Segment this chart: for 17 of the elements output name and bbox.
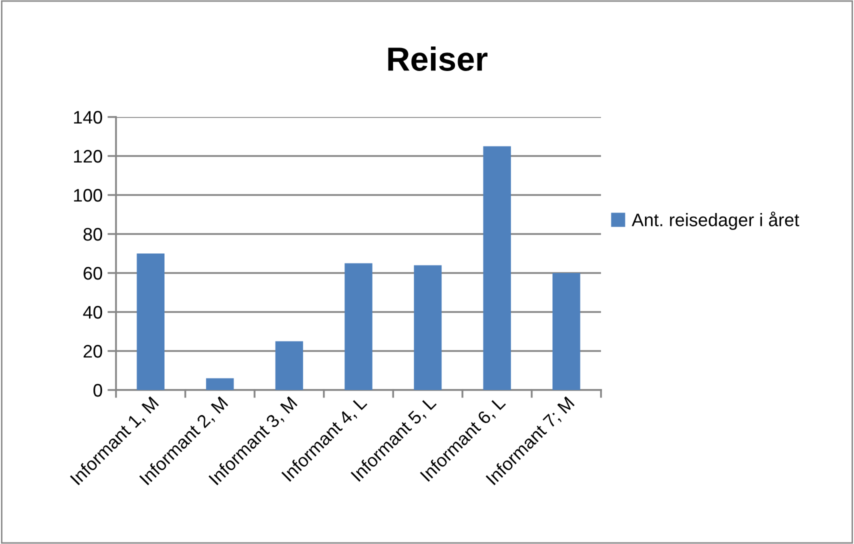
bar [136, 254, 164, 390]
bar [414, 265, 442, 390]
bar [483, 146, 511, 390]
chart-title: Reiser [388, 46, 488, 71]
y-tick-label: 40 [83, 306, 102, 319]
y-tick-label: 140 [74, 110, 102, 124]
y-tick-label: 60 [84, 266, 102, 280]
y-tick-label: 100 [74, 188, 102, 202]
y-tick-label: 120 [74, 150, 102, 163]
bar [344, 263, 372, 390]
legend-label: Ant. reisedager i året [632, 212, 800, 230]
bar [552, 273, 580, 390]
y-tick-label: 20 [84, 344, 102, 358]
bar [275, 341, 304, 390]
bar [206, 378, 234, 390]
y-tick-label: 0 [93, 384, 102, 397]
y-tick-label: 80 [84, 228, 102, 241]
